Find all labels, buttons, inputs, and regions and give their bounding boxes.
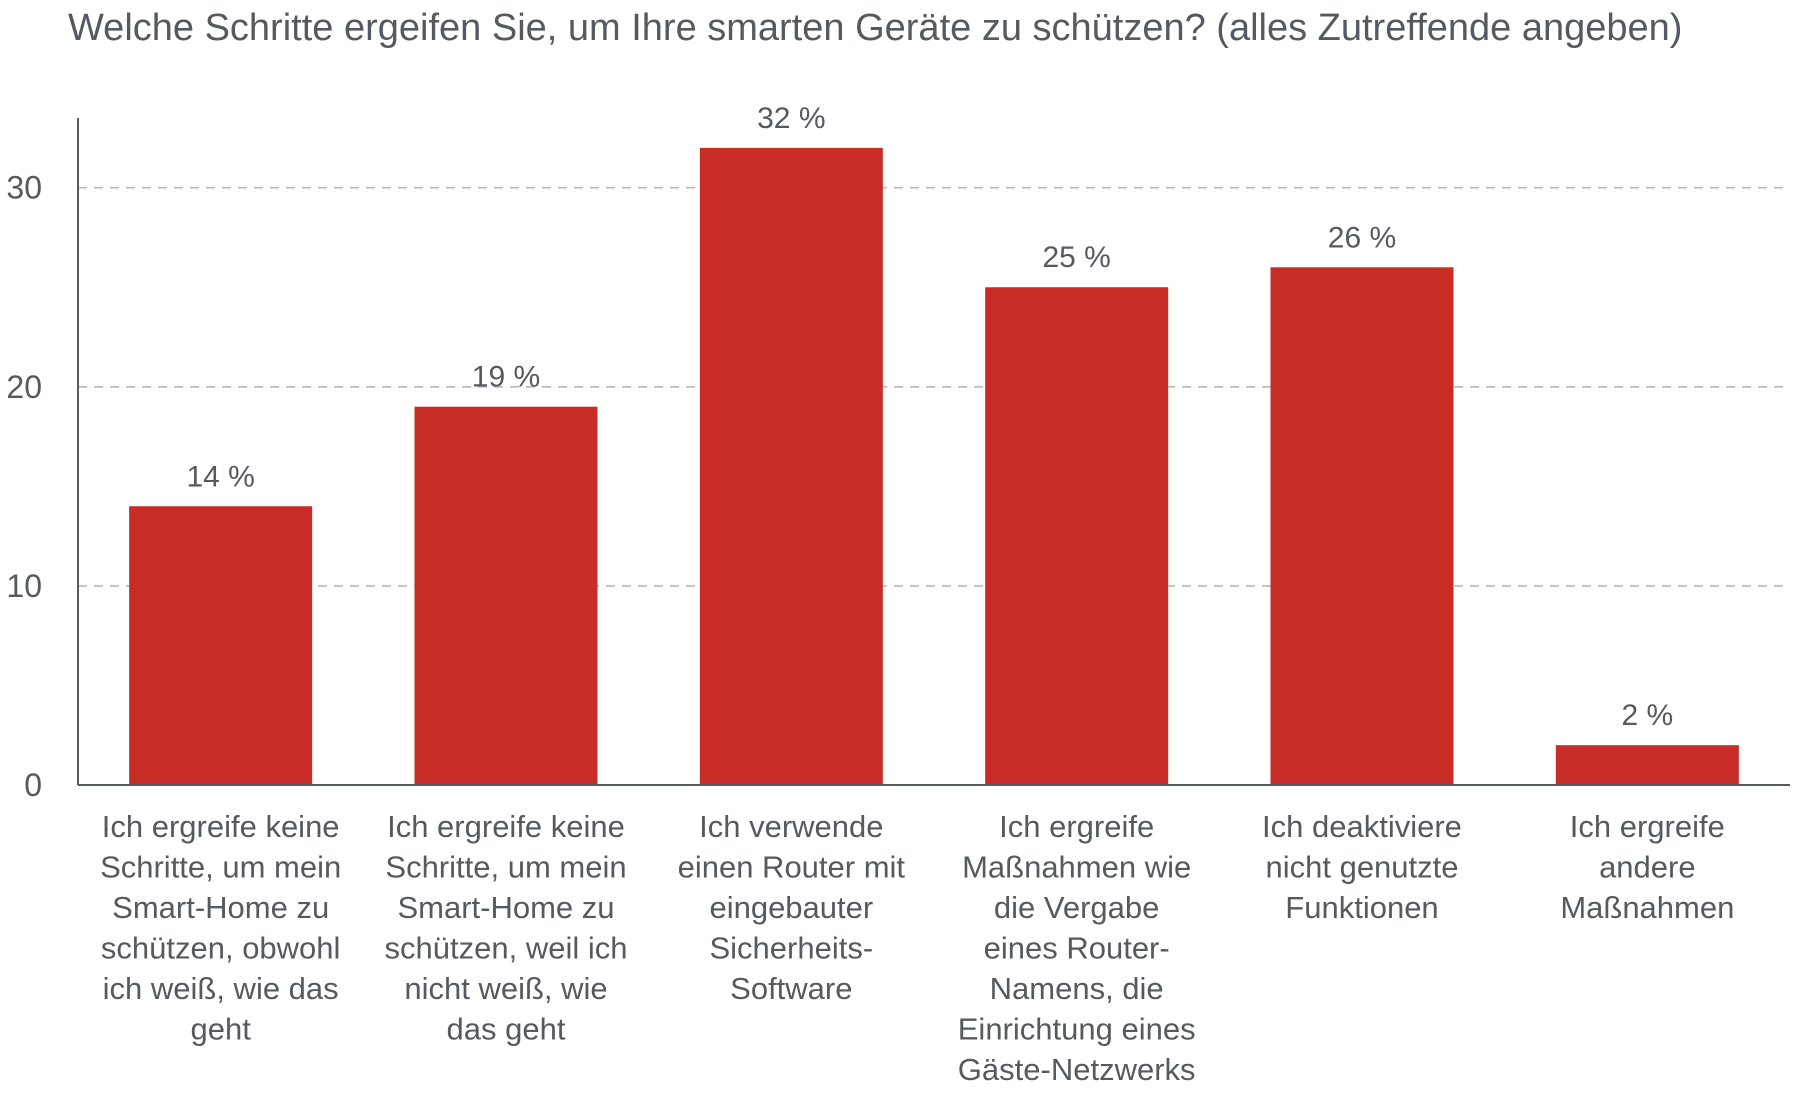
grid-lines [78,186,1790,587]
category-label: Ich ergreife keine Schritte, um mein Smart… [100,809,341,1047]
y-axis-ticks: 0 10 20 30 [6,170,42,803]
bar [1270,267,1454,785]
chart-title: Welche Schritte ergeifen Sie, um Ihre sm… [68,7,1682,49]
category-label: Ich ergreife andere Maßnahmen [1560,809,1734,925]
bar-value-label: 19 % [472,361,540,394]
y-tick-label: 0 [24,767,42,803]
bar [129,506,313,785]
y-tick-label: 20 [6,369,42,405]
bars [129,147,1739,786]
category-label: Ich ergreife keine Schritte, um mein Smart… [385,809,628,1047]
y-tick-label: 10 [6,568,42,604]
bar-value-label: 14 % [186,460,254,493]
category-labels: Ich ergreife keine Schritte, um mein Smart… [100,809,1734,1087]
y-tick-label: 30 [6,170,42,206]
bar-value-label: 25 % [1042,241,1110,274]
category-label: Ich ergreife Maßnahmen wie die Vergabe eine… [958,809,1196,1087]
bar-value-label: 26 % [1328,221,1396,254]
bar [985,287,1169,785]
bar-value-label: 32 % [757,102,825,135]
bar [414,406,598,785]
data-labels: 14 % 19 % 32 % 25 % 26 % 2 % [186,102,1673,732]
category-label: Ich verwende einen Router mit eingebauter S… [678,809,906,1006]
bar-value-label: 2 % [1621,699,1673,732]
category-label: Ich deaktiviere nicht genutzte Funktionen [1262,809,1462,925]
bar [699,147,883,786]
bar [1555,745,1739,785]
axes [77,118,1790,786]
